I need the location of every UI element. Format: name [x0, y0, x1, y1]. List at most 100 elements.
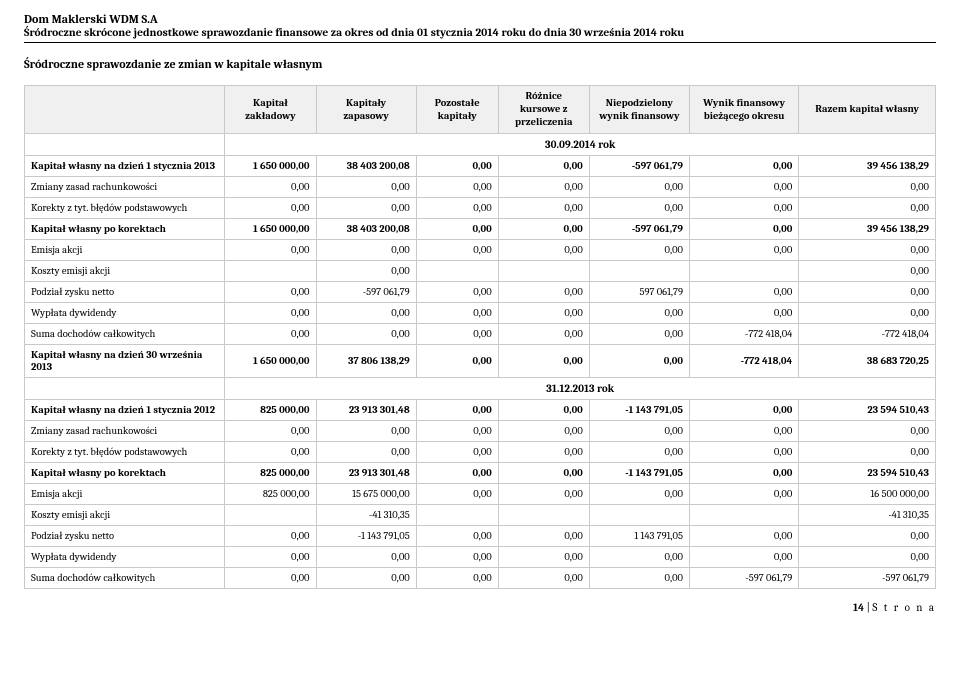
row-label: Kapitał własny na dzień 30 września 2013 [25, 345, 225, 378]
table-header: Kapitał zakładowy Kapitały zapasowy Pozo… [25, 86, 936, 134]
cell-value: -41 310,35 [799, 505, 936, 526]
section-title: Śródroczne sprawozdanie ze zmian w kapit… [24, 57, 936, 71]
row-label: Kapitał własny po korektach [25, 219, 225, 240]
row-label: Koszty emisji akcji [25, 261, 225, 282]
cell-value: 1 650 000,00 [225, 345, 316, 378]
row-label: Kapitał własny na dzień 1 stycznia 2012 [25, 400, 225, 421]
col-header: Wynik finansowy bieżącego okresu [689, 86, 798, 134]
cell-value: 0,00 [689, 156, 798, 177]
cell-value: 597 061,79 [589, 282, 689, 303]
cell-value: -597 061,79 [689, 568, 798, 589]
cell-value: 0,00 [689, 442, 798, 463]
cell-value: 0,00 [316, 177, 416, 198]
col-header: Niepodzielony wynik finansowy [589, 86, 689, 134]
cell-value: 0,00 [498, 400, 589, 421]
cell-value: 0,00 [225, 282, 316, 303]
cell-value: 23 913 301,48 [316, 463, 416, 484]
row-label: Emisja akcji [25, 484, 225, 505]
cell-value: 0,00 [689, 484, 798, 505]
row-label: Podział zysku netto [25, 526, 225, 547]
cell-value: 0,00 [416, 177, 498, 198]
cell-value: 16 500 000,00 [799, 484, 936, 505]
row-label: Korekty z tyt. błędów podstawowych [25, 198, 225, 219]
table-body: 30.09.2014 rokKapitał własny na dzień 1 … [25, 134, 936, 589]
row-label: Zmiany zasad rachunkowości [25, 421, 225, 442]
cell-value: 0,00 [799, 421, 936, 442]
cell-value: 0,00 [498, 484, 589, 505]
cell-value: 37 806 138,29 [316, 345, 416, 378]
cell-value: 0,00 [498, 442, 589, 463]
col-header: Pozostałe kapitały [416, 86, 498, 134]
cell-value: 825 000,00 [225, 463, 316, 484]
cell-value: 0,00 [416, 324, 498, 345]
cell-value: 0,00 [799, 261, 936, 282]
cell-value: 0,00 [689, 421, 798, 442]
row-label: Emisja akcji [25, 240, 225, 261]
cell-value: 0,00 [799, 442, 936, 463]
cell-value: 0,00 [416, 484, 498, 505]
table-row: Wypłata dywidendy0,000,000,000,000,000,0… [25, 303, 936, 324]
cell-value: 0,00 [316, 442, 416, 463]
table-row: Suma dochodów całkowitych0,000,000,000,0… [25, 324, 936, 345]
cell-value: 38 403 200,08 [316, 219, 416, 240]
cell-value: 0,00 [316, 421, 416, 442]
cell-value [689, 261, 798, 282]
cell-value [689, 505, 798, 526]
cell-value: 0,00 [498, 526, 589, 547]
cell-value: 0,00 [689, 177, 798, 198]
table-row: Emisja akcji825 000,0015 675 000,000,000… [25, 484, 936, 505]
cell-value: 0,00 [316, 324, 416, 345]
cell-value: 0,00 [498, 198, 589, 219]
cell-value [589, 505, 689, 526]
table-row: Podział zysku netto0,00-1 143 791,050,00… [25, 526, 936, 547]
cell-value: -1 143 791,05 [589, 400, 689, 421]
cell-value: 825 000,00 [225, 484, 316, 505]
row-label: Kapitał własny na dzień 1 stycznia 2013 [25, 156, 225, 177]
cell-value: 0,00 [416, 400, 498, 421]
cell-value: 0,00 [689, 547, 798, 568]
cell-value: 0,00 [589, 484, 689, 505]
cell-value: 0,00 [225, 198, 316, 219]
date-label-blank [25, 134, 225, 156]
cell-value: -1 143 791,05 [589, 463, 689, 484]
row-label: Korekty z tyt. błędów podstawowych [25, 442, 225, 463]
cell-value: 0,00 [498, 303, 589, 324]
cell-value: 0,00 [498, 547, 589, 568]
cell-value: 0,00 [589, 345, 689, 378]
cell-value: 0,00 [799, 198, 936, 219]
cell-value: 0,00 [589, 177, 689, 198]
cell-value: 0,00 [225, 240, 316, 261]
cell-value: 0,00 [316, 198, 416, 219]
cell-value: 0,00 [498, 177, 589, 198]
cell-value: 0,00 [225, 421, 316, 442]
cell-value: 0,00 [589, 568, 689, 589]
cell-value: 0,00 [799, 303, 936, 324]
cell-value: -597 061,79 [316, 282, 416, 303]
cell-value: 0,00 [225, 547, 316, 568]
cell-value: 0,00 [416, 526, 498, 547]
cell-value: 0,00 [689, 400, 798, 421]
cell-value: 0,00 [416, 421, 498, 442]
page-label: S t r o n a [872, 601, 936, 614]
cell-value: 0,00 [689, 526, 798, 547]
table-row: Zmiany zasad rachunkowości0,000,000,000,… [25, 177, 936, 198]
table-row: Kapitał własny po korektach825 000,0023 … [25, 463, 936, 484]
cell-value: 0,00 [498, 219, 589, 240]
table-row: Emisja akcji0,000,000,000,000,000,000,00 [25, 240, 936, 261]
cell-value: 0,00 [416, 442, 498, 463]
cell-value: 0,00 [416, 156, 498, 177]
cell-value: 23 913 301,48 [316, 400, 416, 421]
cell-value: 0,00 [316, 240, 416, 261]
table-row: Wypłata dywidendy0,000,000,000,000,000,0… [25, 547, 936, 568]
cell-value: 0,00 [498, 282, 589, 303]
table-row: Kapitał własny na dzień 1 stycznia 20131… [25, 156, 936, 177]
cell-value: 0,00 [589, 303, 689, 324]
cell-value: 0,00 [689, 303, 798, 324]
period-date: 31.12.2013 rok [225, 378, 936, 400]
cell-value: 0,00 [316, 303, 416, 324]
table-row: Koszty emisji akcji0,000,00 [25, 261, 936, 282]
cell-value: 0,00 [589, 198, 689, 219]
row-label: Suma dochodów całkowitych [25, 568, 225, 589]
cell-value: 1 650 000,00 [225, 156, 316, 177]
row-label: Kapitał własny po korektach [25, 463, 225, 484]
